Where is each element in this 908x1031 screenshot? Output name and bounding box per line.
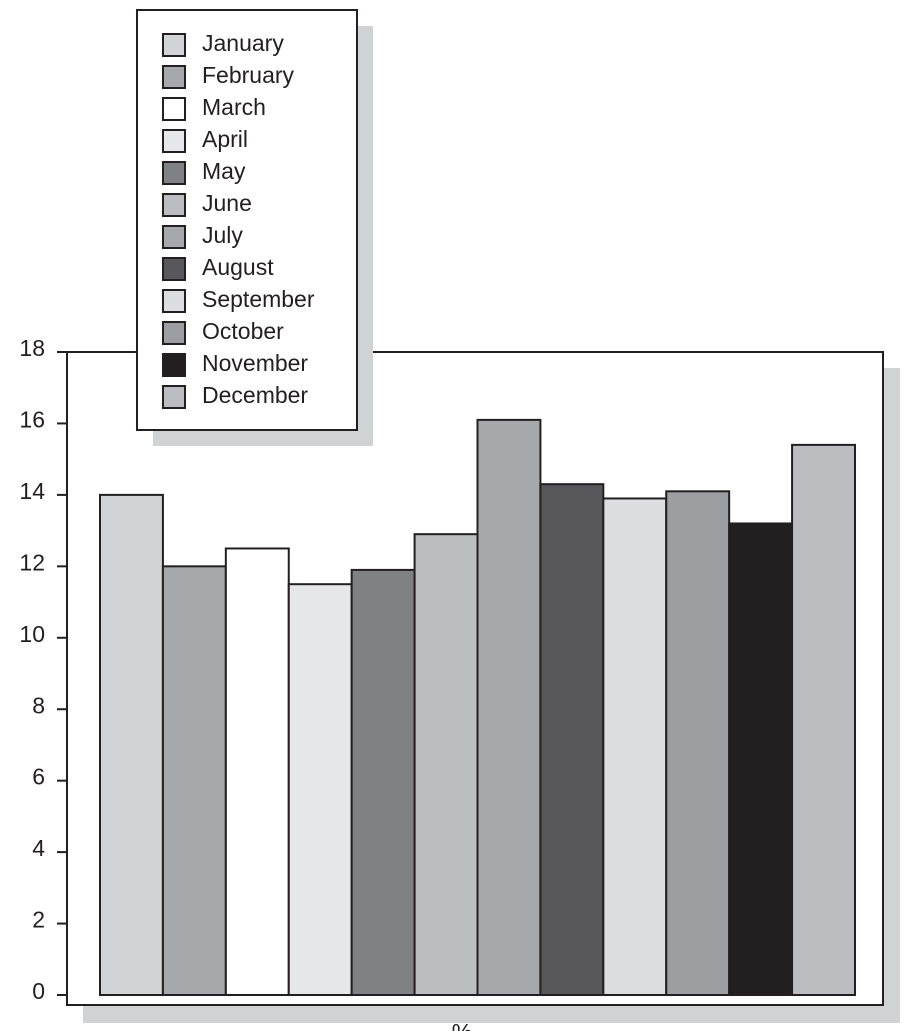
- legend-label: January: [202, 30, 284, 56]
- bar: [350, 568, 416, 997]
- legend-label: August: [202, 254, 274, 280]
- bar: [161, 565, 227, 996]
- y-tick-label: 18: [19, 335, 45, 361]
- legend-label: July: [202, 222, 243, 248]
- legend-swatch: [162, 353, 186, 377]
- legend-swatch: [162, 257, 186, 281]
- legend-label: November: [202, 350, 308, 376]
- bar: [728, 522, 794, 996]
- legend-swatch: [162, 225, 186, 249]
- legend-swatch: [162, 289, 186, 313]
- bar: [413, 533, 479, 997]
- y-tick-label: 8: [32, 692, 45, 718]
- y-tick-label: 14: [19, 478, 45, 504]
- bar: [99, 493, 164, 996]
- legend-label: September: [202, 286, 315, 312]
- legend-label: June: [202, 190, 252, 216]
- legend-label: March: [202, 94, 266, 120]
- legend-swatch: [162, 321, 186, 345]
- y-tick-label: 16: [19, 407, 45, 433]
- legend-swatch: [162, 129, 186, 153]
- bar: [602, 497, 668, 996]
- legend-swatch: [162, 33, 186, 57]
- bar: [665, 490, 731, 996]
- legend-swatch: [162, 193, 186, 217]
- x-axis-label: %: [452, 1019, 472, 1031]
- y-tick-label: 6: [32, 764, 45, 790]
- bar: [287, 583, 353, 996]
- legend-swatch: [162, 65, 186, 89]
- bar: [224, 547, 290, 996]
- legend-label: October: [202, 318, 284, 344]
- y-tick-label: 2: [32, 907, 45, 933]
- y-tick-label: 0: [32, 978, 45, 1004]
- legend-label: April: [202, 126, 248, 152]
- legend-label: May: [202, 158, 246, 184]
- legend-swatch: [162, 385, 186, 409]
- legend-label: February: [202, 62, 295, 88]
- y-tick-label: 10: [19, 621, 45, 647]
- bar: [476, 418, 542, 997]
- y-tick-label: 12: [19, 549, 45, 575]
- bar: [791, 443, 856, 996]
- y-tick-label: 4: [32, 835, 45, 861]
- legend-swatch: [162, 161, 186, 185]
- bar: [539, 483, 605, 996]
- legend-label: December: [202, 382, 308, 408]
- legend-swatch: [162, 97, 186, 121]
